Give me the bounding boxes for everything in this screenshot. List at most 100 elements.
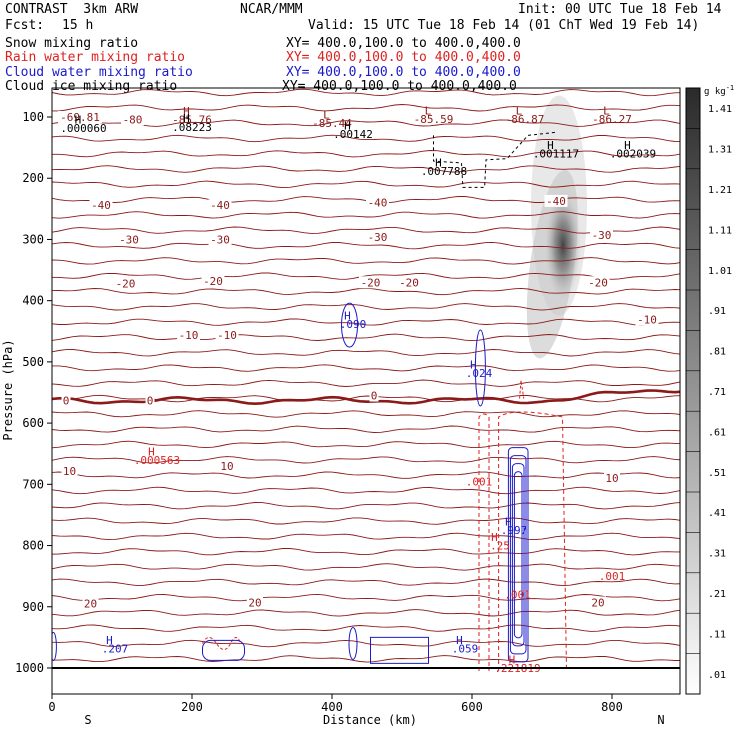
model-title: CONTRAST 3km ARW bbox=[5, 2, 139, 17]
isotherm-line bbox=[52, 548, 680, 556]
isotherm-line bbox=[52, 104, 680, 112]
label-background bbox=[635, 313, 659, 326]
extremum-value: -85.59 bbox=[414, 113, 454, 126]
contour-labels: -69.81 -80 -40 -40 -40 -40 -30 -30 -30 -30 -20 -20 -… bbox=[58, 104, 659, 675]
isotherm-line bbox=[52, 165, 680, 173]
field-xy-cloud-water: XY= 400.0,100.0 to 400.0,400.0 bbox=[286, 65, 521, 80]
cloud-water-contour bbox=[513, 471, 523, 639]
extremum-value: .25 bbox=[490, 540, 510, 553]
isotherm-line bbox=[52, 655, 680, 663]
isotherm-line bbox=[52, 88, 680, 97]
extremum-value: .059 bbox=[452, 642, 479, 655]
colorbar-label: 1.41 bbox=[708, 104, 732, 115]
y-tick-label: 100 bbox=[22, 110, 44, 124]
label-background bbox=[89, 199, 113, 212]
isotherm-line bbox=[52, 333, 680, 342]
x-axis-left-end: S bbox=[84, 713, 91, 727]
y-tick-label: 700 bbox=[22, 477, 44, 491]
isotherm-line bbox=[52, 486, 680, 495]
label-background bbox=[208, 233, 232, 246]
extremum-value: -86.87 bbox=[505, 113, 545, 126]
label-background bbox=[58, 111, 102, 123]
plot-area: -69.81 -80 -40 -40 -40 -40 -30 -30 -30 -30 -20 -20 -… bbox=[52, 88, 680, 675]
snow-shade-core bbox=[545, 190, 581, 301]
isotherm-label: 0 bbox=[371, 390, 378, 403]
init-time: Init: 00 UTC Tue 18 Feb 14 bbox=[518, 2, 722, 17]
isotherm-line bbox=[52, 410, 680, 418]
extremum-marker: H bbox=[456, 634, 463, 647]
isotherm-label: -30 bbox=[119, 233, 139, 246]
colorbar-label: .91 bbox=[708, 306, 726, 317]
x-tick-label: 800 bbox=[601, 700, 623, 714]
extremum-marker: H bbox=[75, 113, 82, 126]
snow-contours bbox=[433, 131, 557, 188]
extremum-value: .001117 bbox=[533, 148, 579, 161]
rain-contour-label: .001 bbox=[599, 570, 626, 583]
label-background bbox=[121, 113, 144, 126]
isotherm-line bbox=[52, 471, 680, 479]
extremum-marker: H bbox=[148, 445, 155, 458]
x-axis-right-end: N bbox=[657, 713, 664, 727]
isotherm-line bbox=[52, 517, 680, 525]
cloud-water-contour bbox=[509, 455, 527, 655]
extremum-value: .000060 bbox=[60, 122, 106, 135]
y-axis-label: Pressure (hPa) bbox=[1, 339, 15, 440]
extremum-marker: L bbox=[603, 104, 610, 117]
isotherm-label: -30 bbox=[210, 233, 230, 246]
cloud-water-contour bbox=[507, 447, 529, 663]
valid-time: Valid: 15 UTC Tue 18 Feb 14 (01 ChT Wed … bbox=[308, 18, 700, 33]
label-background bbox=[544, 194, 568, 207]
extremum-marker: H bbox=[624, 139, 631, 152]
y-tick-label: 300 bbox=[22, 232, 44, 246]
label-background bbox=[117, 233, 141, 246]
extremum-value: .024 bbox=[466, 367, 493, 380]
rain-contours bbox=[202, 380, 567, 672]
isotherm-label: -20 bbox=[399, 276, 419, 289]
isotherm-line bbox=[52, 257, 680, 265]
extremum-marker: L bbox=[516, 104, 523, 117]
y-tick-label: 200 bbox=[22, 171, 44, 185]
colorbar-label: .61 bbox=[708, 427, 726, 438]
label-background bbox=[590, 229, 613, 242]
extremum-value: .997 bbox=[501, 524, 528, 537]
extremum-value: .090 bbox=[340, 318, 367, 331]
label-background bbox=[177, 328, 200, 341]
isotherm-label: -20 bbox=[361, 276, 381, 289]
extremum-marker: H bbox=[505, 516, 512, 529]
rain-contour-label: .001 bbox=[504, 589, 531, 602]
isotherm-label: -10 bbox=[637, 314, 657, 327]
isotherm-line bbox=[52, 241, 680, 250]
isotherm-label: -40 bbox=[368, 197, 388, 210]
forecast-hour: 15 h bbox=[62, 18, 94, 33]
extremum-marker: H bbox=[491, 531, 498, 544]
isotherm-label: -20 bbox=[116, 278, 136, 291]
label-background bbox=[586, 276, 610, 289]
isotherm-label: 20 bbox=[84, 598, 97, 611]
colorbar-label: .21 bbox=[708, 589, 726, 600]
colorbar-unit: g kg-1 bbox=[704, 84, 734, 97]
cloud-water-contour bbox=[202, 639, 245, 661]
colorbar-label: .01 bbox=[708, 670, 726, 681]
isotherm-line bbox=[52, 578, 680, 587]
isotherm-line bbox=[52, 502, 680, 510]
isotherm-label: -10 bbox=[217, 329, 237, 342]
x-tick-label: 400 bbox=[321, 700, 343, 714]
extremum-value: .08223 bbox=[172, 121, 212, 134]
rain-contour bbox=[202, 637, 241, 650]
extremum-marker: H bbox=[344, 309, 351, 322]
y-tick-label: 1000 bbox=[15, 661, 44, 675]
y-tick-label: 500 bbox=[22, 355, 44, 369]
isotherm-label: 10 bbox=[220, 460, 233, 473]
isotherm-label: 10 bbox=[605, 472, 618, 485]
isotherm-line bbox=[52, 609, 680, 617]
colorbar-label: 1.11 bbox=[708, 225, 732, 236]
colorbar: g kg-1 .01 .11 .21 .31 .41 .51 .61 .71 .81 .91 1.0… bbox=[685, 84, 734, 695]
isotherm-line bbox=[52, 119, 680, 127]
isotherm-label: 0 bbox=[63, 394, 70, 407]
label-background bbox=[359, 276, 382, 289]
label-background bbox=[219, 459, 235, 472]
extremum-marker: L bbox=[323, 109, 330, 122]
extremum-value: .00142 bbox=[333, 128, 373, 141]
label-background bbox=[247, 596, 263, 609]
